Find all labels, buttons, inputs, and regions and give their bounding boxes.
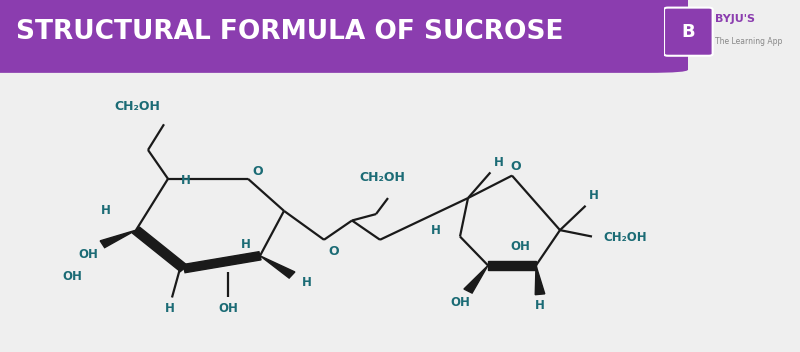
Text: H: H bbox=[589, 189, 598, 202]
Text: OH: OH bbox=[62, 270, 82, 283]
Text: H: H bbox=[302, 276, 311, 289]
Text: CH₂OH: CH₂OH bbox=[604, 231, 647, 244]
Text: The Learning App: The Learning App bbox=[715, 37, 782, 46]
Polygon shape bbox=[488, 261, 536, 270]
Polygon shape bbox=[100, 230, 136, 248]
Text: CH₂OH: CH₂OH bbox=[359, 171, 406, 184]
Text: OH: OH bbox=[450, 296, 470, 309]
Text: OH: OH bbox=[510, 240, 530, 253]
Text: H: H bbox=[181, 174, 190, 187]
Text: OH: OH bbox=[218, 302, 238, 315]
Text: H: H bbox=[494, 156, 503, 169]
Text: CH₂OH: CH₂OH bbox=[114, 100, 161, 113]
Text: B: B bbox=[682, 23, 695, 41]
Text: H: H bbox=[241, 238, 250, 251]
Text: O: O bbox=[328, 245, 339, 258]
Polygon shape bbox=[464, 265, 488, 293]
Text: OH: OH bbox=[78, 248, 98, 261]
Text: STRUCTURAL FORMULA OF SUCROSE: STRUCTURAL FORMULA OF SUCROSE bbox=[16, 19, 563, 45]
Polygon shape bbox=[260, 256, 295, 278]
Text: BYJU'S: BYJU'S bbox=[715, 14, 755, 24]
Text: H: H bbox=[535, 299, 545, 312]
Text: O: O bbox=[510, 160, 522, 173]
Text: H: H bbox=[165, 302, 174, 315]
Polygon shape bbox=[132, 227, 188, 271]
Text: H: H bbox=[431, 224, 441, 237]
Polygon shape bbox=[535, 265, 545, 295]
FancyBboxPatch shape bbox=[664, 8, 713, 56]
Text: O: O bbox=[252, 165, 263, 178]
Polygon shape bbox=[183, 252, 261, 273]
Text: H: H bbox=[101, 205, 110, 218]
FancyBboxPatch shape bbox=[0, 0, 688, 73]
